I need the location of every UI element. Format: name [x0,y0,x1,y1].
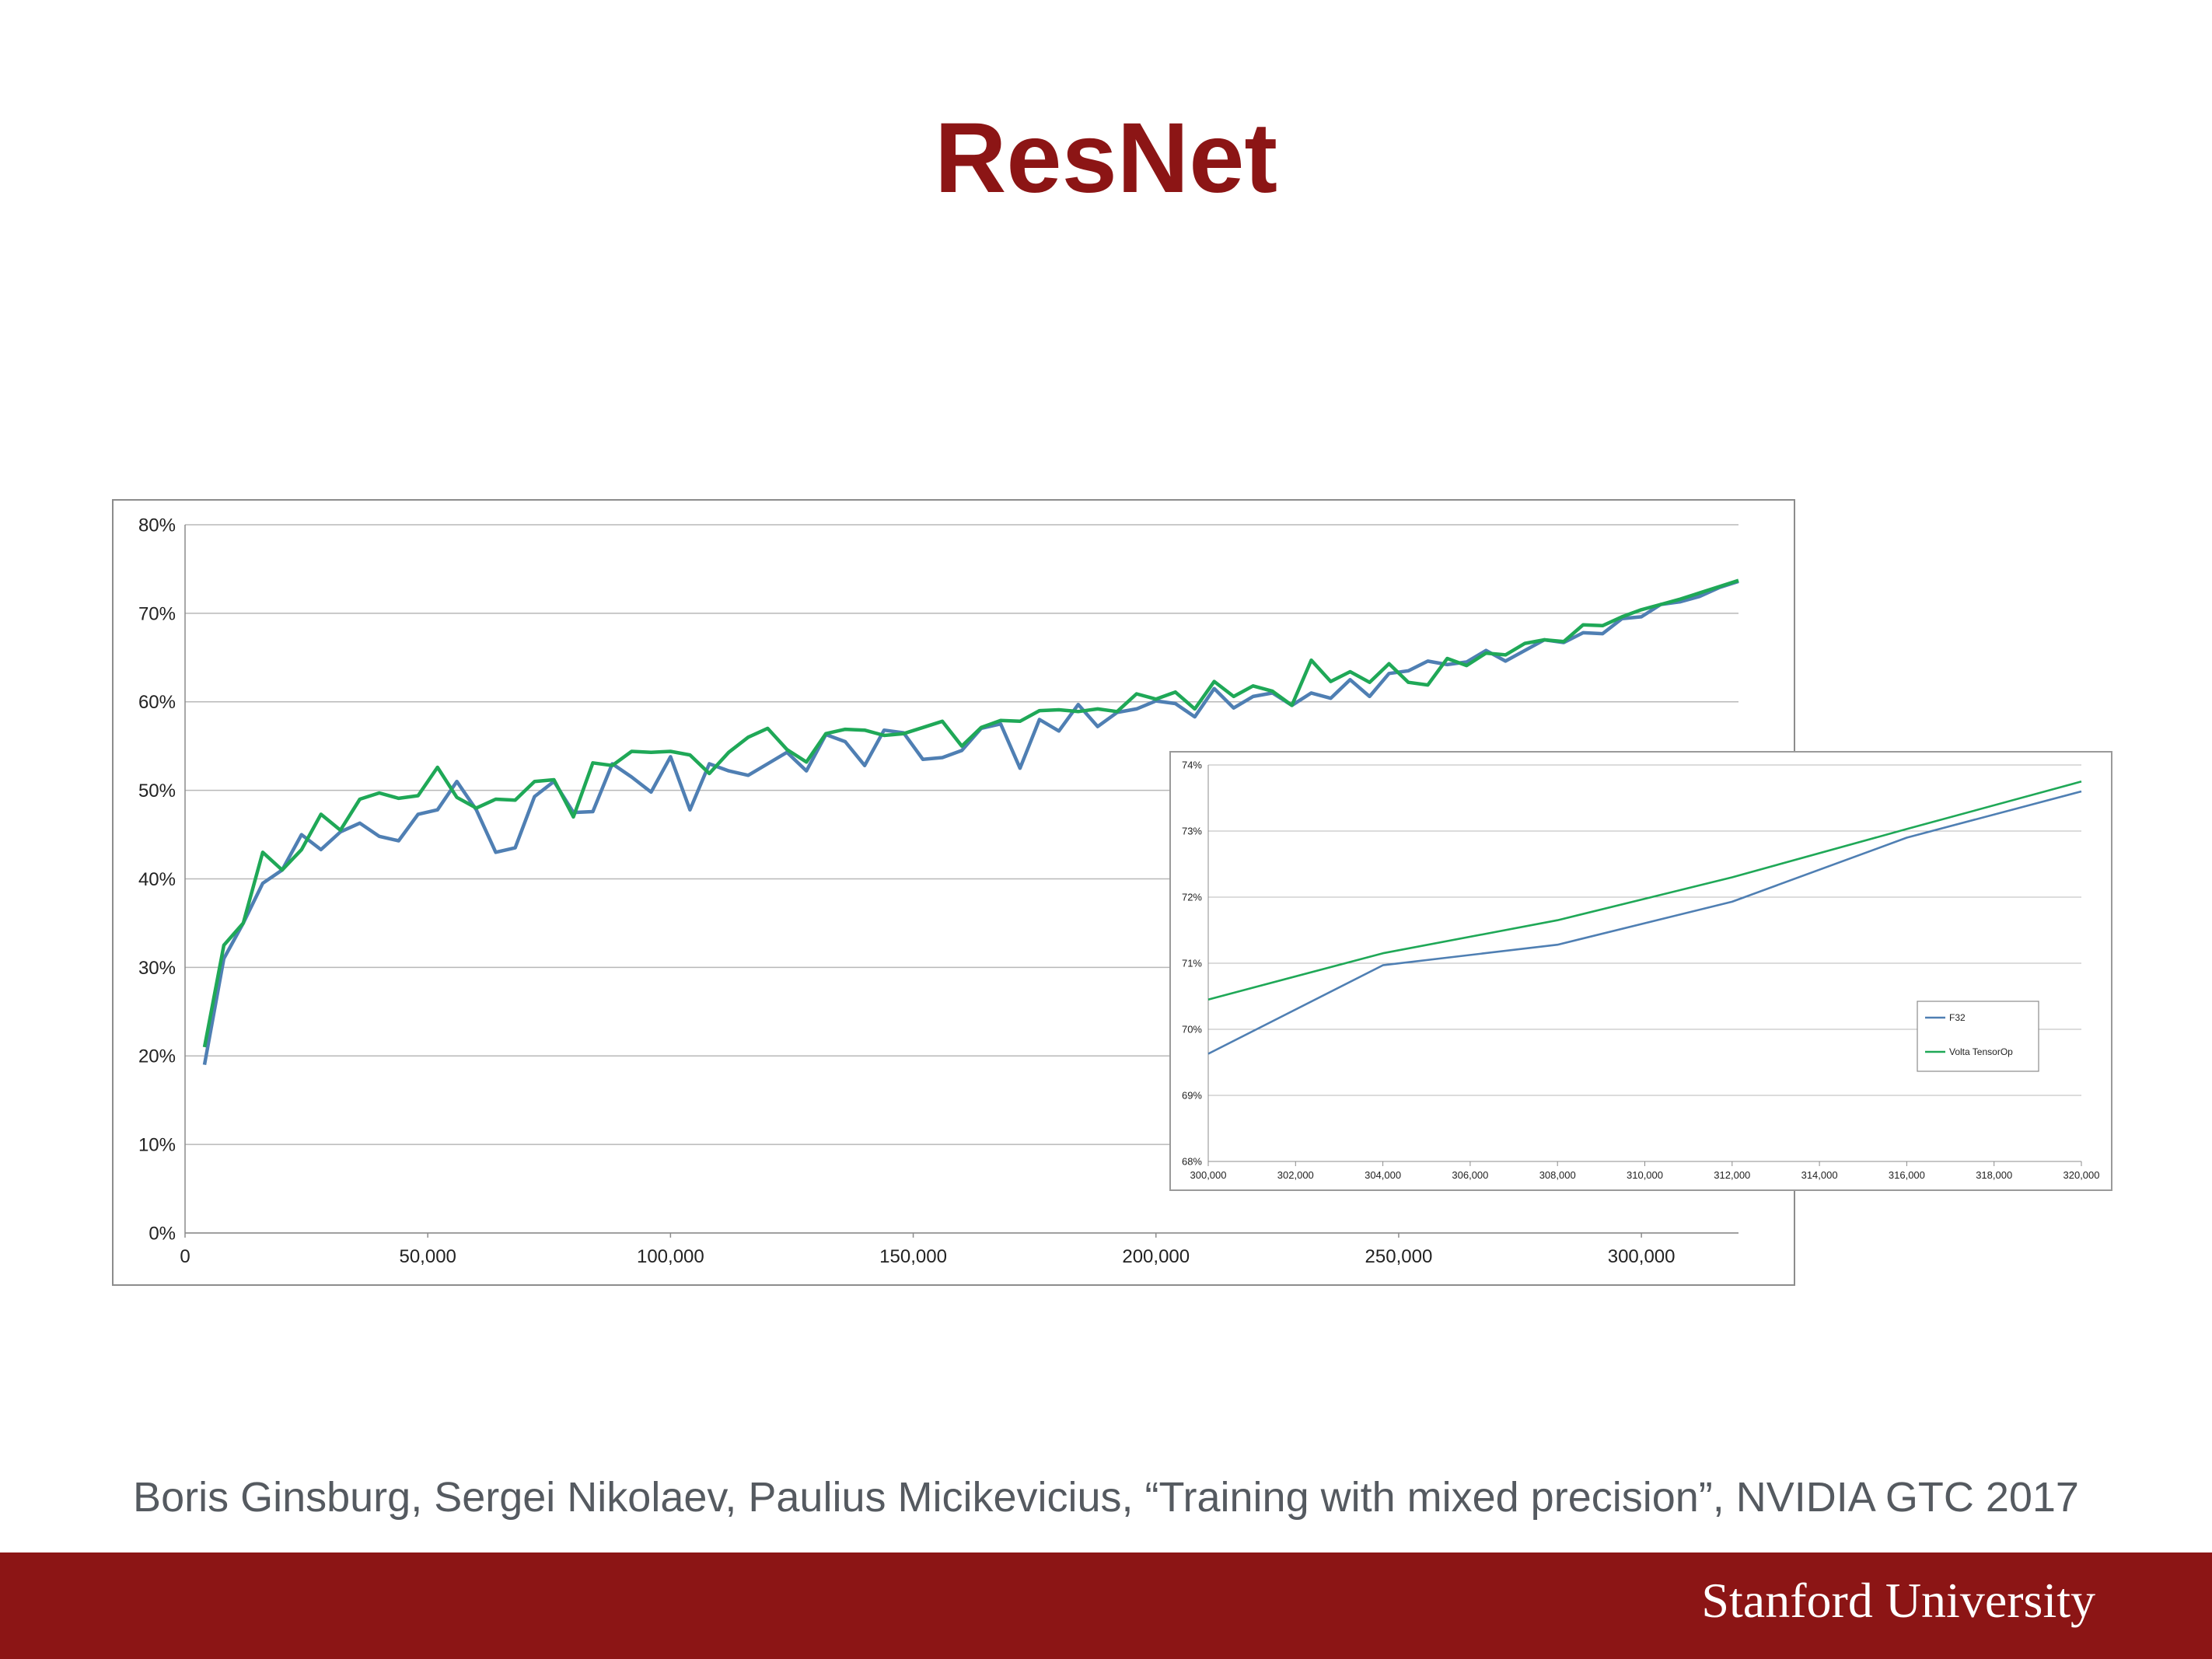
y-tick-label: 50% [138,781,176,802]
legend-label: Volta TensorOp [1949,1046,2013,1057]
x-tick-label: 250,000 [1365,1246,1433,1267]
y-tick-label: 30% [138,958,176,979]
legend-box [1917,1001,2039,1072]
x-tick-label: 0 [180,1246,190,1267]
x-tick-label: 50,000 [399,1246,456,1267]
citation-text: Boris Ginsburg, Sergei Nikolaev, Paulius… [133,1474,2079,1521]
y-tick-label: 73% [1182,826,1202,837]
inset-legend: F32 Volta TensorOp [1917,1001,2039,1072]
main-chart-svg: 0% 10% 20% 30% 40% 50% 60% 70% 80% 0 50,000 100,000… [138,515,1739,1267]
y-tick-label: 69% [1182,1090,1202,1102]
x-tick-label: 100,000 [637,1246,704,1267]
legend-label: F32 [1949,1012,1966,1023]
series-line-f32 [1207,790,2082,1055]
x-tick-label: 312,000 [1714,1169,1750,1181]
inset-zoom-chart: 68% 69% 70% 71% 72% 73% 74% 300,000 302,000 304,0… [1169,751,2112,1191]
series-line-volta-tensorop [202,578,1739,1048]
y-tick-label: 80% [138,515,176,536]
y-tick-label: 70% [1182,1024,1202,1036]
x-tick-label: 318,000 [1976,1169,2012,1181]
slide-title: ResNet [934,103,1278,214]
x-tick-label: 200,000 [1122,1246,1190,1267]
y-tick-label: 68% [1182,1156,1202,1168]
footer-bar: Stanford University [0,1552,2212,1659]
y-tick-label: 20% [138,1046,176,1067]
x-tick-label: 320,000 [2063,1169,2100,1181]
x-tick-label: 308,000 [1539,1169,1576,1181]
x-tick-label: 302,000 [1277,1169,1314,1181]
y-tick-label: 40% [138,869,176,890]
series-line-volta-tensorop [1207,781,2082,1001]
x-tick-label: 304,000 [1365,1169,1401,1181]
inset-chart-svg: 68% 69% 70% 71% 72% 73% 74% 300,000 302,000 304,0… [1182,760,2100,1181]
x-tick-label: 150,000 [879,1246,947,1267]
x-tick-label: 310,000 [1627,1169,1663,1181]
y-tick-label: 0% [149,1223,176,1244]
x-tick-label: 314,000 [1801,1169,1838,1181]
y-tick-label: 60% [138,692,176,713]
x-tick-label: 300,000 [1190,1169,1227,1181]
stanford-logo: Stanford University [1701,1573,2095,1628]
y-tick-label: 72% [1182,892,1202,903]
y-tick-label: 71% [1182,958,1202,969]
y-tick-label: 74% [1182,760,1202,771]
series-line-f32 [202,579,1739,1066]
y-tick-label: 70% [138,603,176,624]
x-tick-label: 306,000 [1452,1169,1488,1181]
x-tick-label: 316,000 [1889,1169,1925,1181]
y-tick-label: 10% [138,1135,176,1156]
x-tick-label: 300,000 [1608,1246,1676,1267]
